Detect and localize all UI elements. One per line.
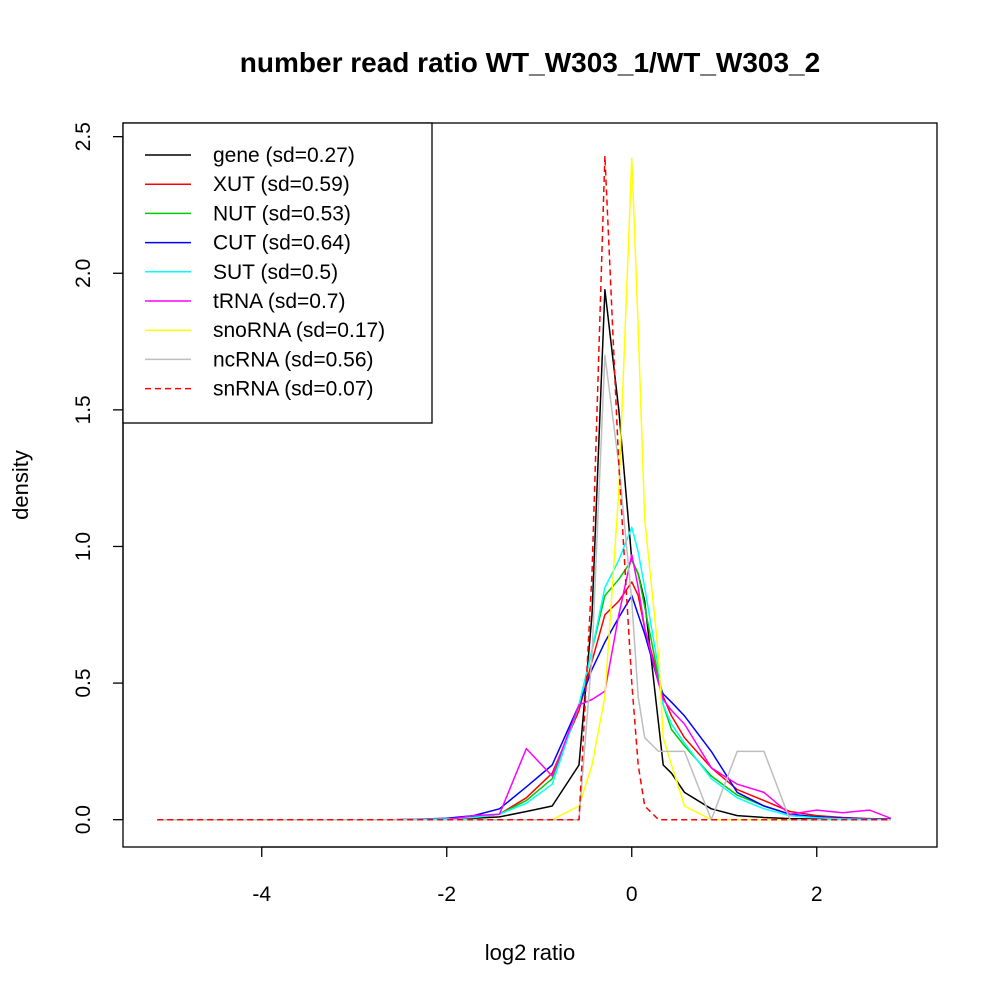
y-tick-label: 0.5 [72,668,95,697]
x-tick-label: 2 [811,883,823,906]
legend-label: snoRNA (sd=0.17) [213,319,385,342]
legend-label: gene (sd=0.27) [213,144,355,167]
series-line-5 [157,553,892,821]
legend-label: XUT (sd=0.59) [213,173,350,196]
legend-label: tRNA (sd=0.7) [213,290,345,313]
y-tick-label: 2.5 [72,122,95,151]
y-tick-label: 1.0 [72,532,95,561]
legend-label: NUT (sd=0.53) [213,202,351,225]
legend-label: SUT (sd=0.5) [213,261,338,284]
series-line-4 [157,526,891,821]
series-line-7 [157,354,891,821]
x-axis-label: log2 ratio [485,940,576,965]
legend-label: snRNA (sd=0.07) [213,378,374,401]
legend-box [122,122,433,424]
plot-frame [122,122,938,848]
series-line-1 [157,581,891,821]
y-axis: 0.0 0.5 1.0 1.5 2.0 2.5 [72,122,124,834]
series-line-8 [157,155,891,821]
x-tick-label: -4 [252,883,271,906]
y-axis-label: density [8,450,33,520]
x-tick-label: 0 [626,883,638,906]
series-line-3 [157,594,891,821]
x-axis: -4 -2 0 2 [252,846,823,906]
series-layer [157,155,892,821]
y-tick-label: 0.0 [72,805,95,834]
chart-title: number read ratio WT_W303_1/WT_W303_2 [240,47,820,78]
x-tick-label: -2 [437,883,456,906]
y-tick-label: 2.0 [72,259,95,288]
legend-label: CUT (sd=0.64) [213,232,351,255]
y-tick-label: 1.5 [72,395,95,424]
series-line-2 [157,559,891,821]
legend: gene (sd=0.27) XUT (sd=0.59) NUT (sd=0.53)… [122,122,433,424]
legend-label: ncRNA (sd=0.56) [213,348,374,371]
